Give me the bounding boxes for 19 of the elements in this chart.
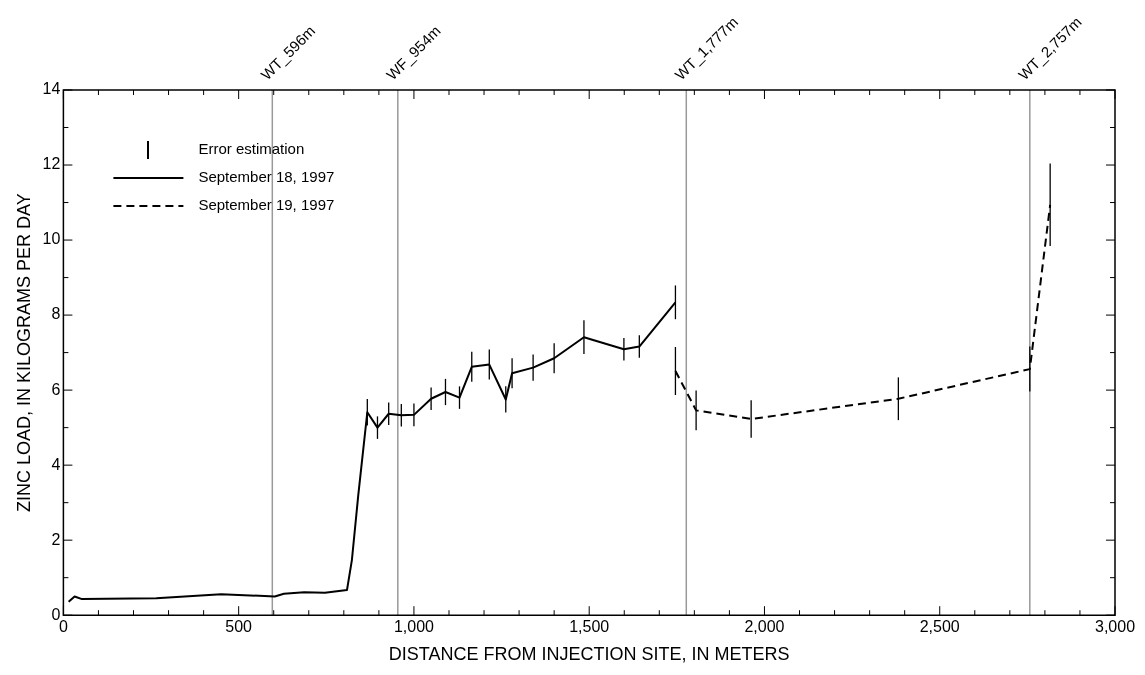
annotation: Error estimation <box>198 140 305 158</box>
y-axis-title: ZINC LOAD, IN KILOGRAMS PER DAY <box>13 193 34 512</box>
y-tick-label: 0 <box>51 605 61 623</box>
y-tick-label: 14 <box>42 80 61 98</box>
legend-label: September 19, 1997 <box>198 196 335 214</box>
x-tick-label: 1,000 <box>393 618 435 636</box>
y-tick-label: 12 <box>42 155 61 173</box>
x-tick-label: 2,000 <box>744 618 785 636</box>
x-tick-label: 2,500 <box>919 618 960 636</box>
y-tick-label: 4 <box>51 455 61 473</box>
legend-label: September 18, 1997 <box>198 168 335 186</box>
x-tick-label: 3,000 <box>1094 618 1136 636</box>
y-tick-label: 2 <box>51 530 61 548</box>
x-tick-label: 500 <box>225 618 253 636</box>
x-tick-label: 1,500 <box>569 618 610 636</box>
y-tick-label: 10 <box>42 230 61 248</box>
y-tick-label: 8 <box>51 305 61 323</box>
y-tick-label: 6 <box>51 380 61 398</box>
x-axis-title: DISTANCE FROM INJECTION SITE, IN METERS <box>388 644 790 665</box>
